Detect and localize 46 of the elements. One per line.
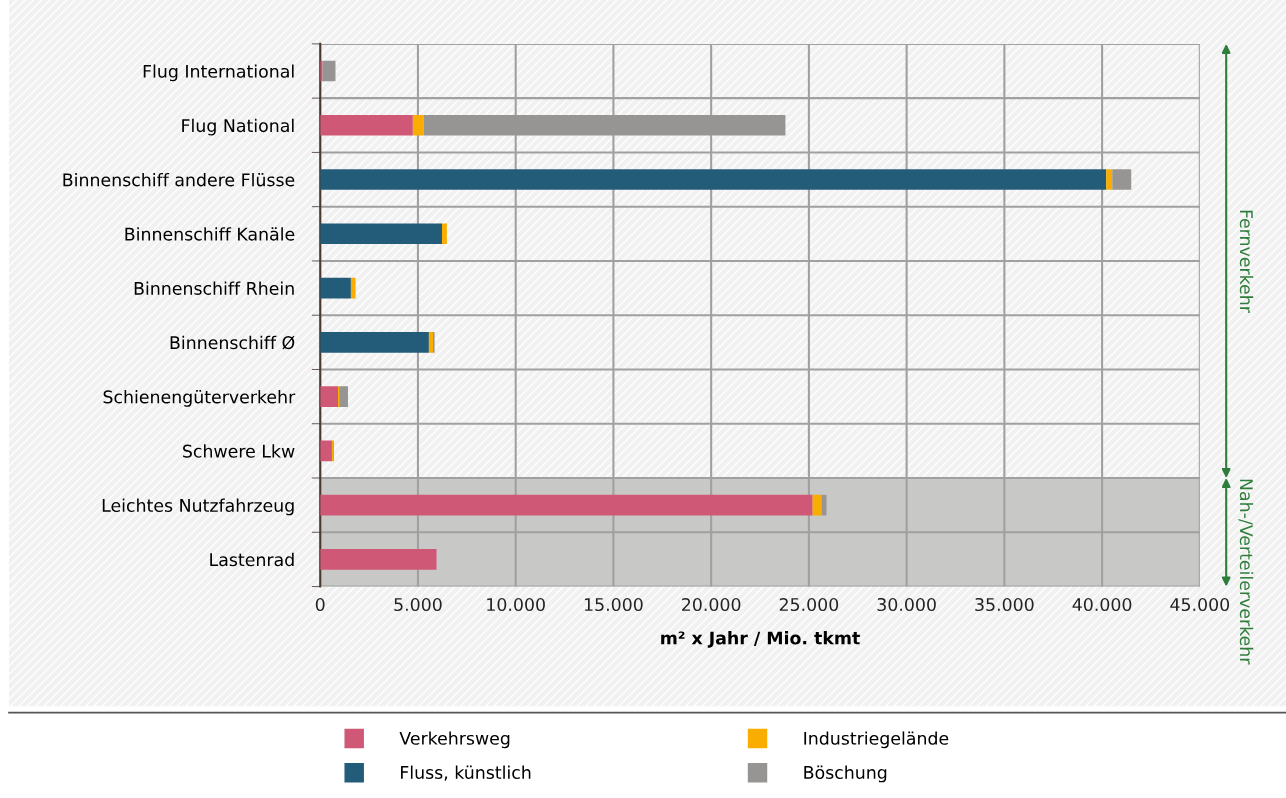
bar bbox=[441, 223, 447, 245]
bar bbox=[812, 494, 822, 516]
bar bbox=[412, 114, 424, 136]
text: Nah-/Verteilerverkehr bbox=[1238, 479, 1254, 665]
y-tick-label: Binnenschiff Rhein bbox=[134, 281, 294, 295]
y-tick-label: Flug International bbox=[143, 64, 294, 82]
bar bbox=[320, 332, 429, 353]
bar bbox=[423, 114, 786, 136]
bar bbox=[320, 440, 332, 462]
bar bbox=[1112, 169, 1132, 190]
y-tick-label: Binnenschiff Ø bbox=[170, 335, 295, 350]
bar bbox=[320, 114, 413, 136]
y-tick-label: Leichtes Nutzfahrzeug bbox=[102, 498, 294, 516]
bar bbox=[320, 549, 437, 570]
bar bbox=[320, 223, 442, 245]
x-tick-label: 0 bbox=[315, 597, 325, 612]
y-tick-label: Lastenrad bbox=[210, 552, 294, 567]
x-tick-label: 30.000 bbox=[877, 597, 936, 612]
y-tick-label: Schienengüterverkehr bbox=[103, 390, 296, 407]
x-tick-label: 40.000 bbox=[1072, 597, 1132, 612]
bar bbox=[320, 277, 351, 299]
x-tick-label: 10.000 bbox=[487, 597, 545, 612]
x-tick-label: 15.000 bbox=[584, 597, 643, 612]
legend-label: Fluss, künstlich bbox=[401, 765, 531, 781]
x-tick-label: 5.000 bbox=[394, 597, 442, 612]
x-tick-label: 35.000 bbox=[975, 597, 1034, 612]
y-tick-label: Binnenschiff andere Flüsse bbox=[63, 172, 295, 187]
bar bbox=[1106, 169, 1113, 190]
y-tick-label: Flug National bbox=[182, 118, 294, 136]
x-axis-title: m² x Jahr / Mio. tkmt bbox=[661, 631, 860, 648]
bar bbox=[322, 60, 336, 82]
x-tick-label: 25.000 bbox=[779, 597, 839, 612]
bar bbox=[350, 277, 356, 299]
bar bbox=[428, 332, 433, 353]
legend-label: Böschung bbox=[804, 765, 887, 783]
legend-label: Industriegelände bbox=[804, 731, 949, 749]
y-tick-label: Schwere Lkw bbox=[183, 444, 295, 458]
bar bbox=[320, 169, 1107, 190]
bar bbox=[320, 494, 813, 516]
bar bbox=[339, 386, 348, 407]
x-tick-label: 20.000 bbox=[682, 597, 741, 612]
y-tick-label: Binnenschiff Kanäle bbox=[125, 227, 295, 241]
legend-label: Verkehrsweg bbox=[399, 731, 510, 749]
x-tick-label: 45.000 bbox=[1170, 597, 1230, 612]
text: Fernverkehr bbox=[1239, 210, 1254, 313]
bar bbox=[320, 386, 338, 407]
